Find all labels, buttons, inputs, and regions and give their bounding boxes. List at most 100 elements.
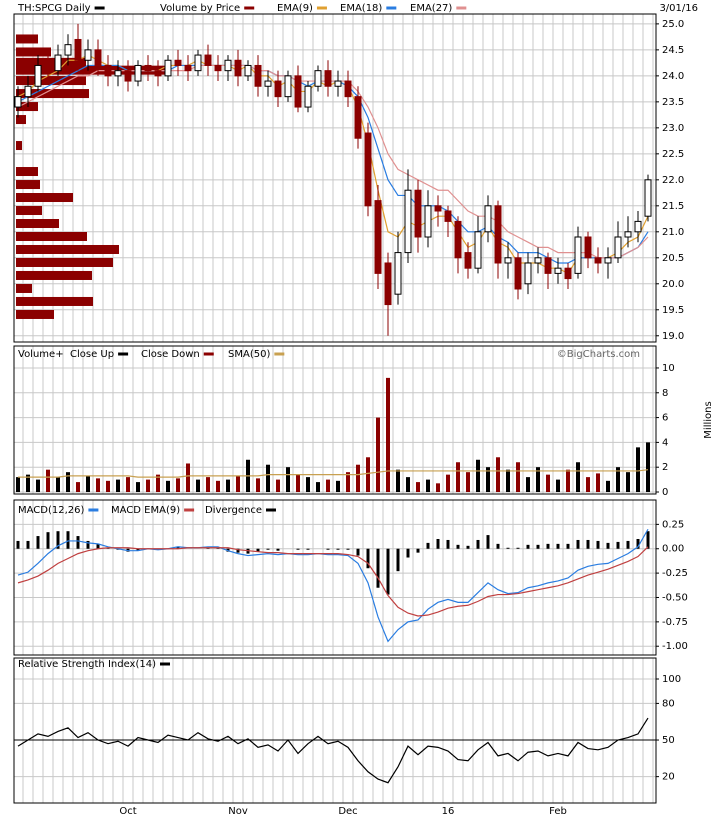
candle-body xyxy=(264,80,272,87)
divergence-bar xyxy=(586,539,590,549)
divergence-bar xyxy=(566,543,570,549)
volume-by-price-bar xyxy=(16,244,119,254)
candle-body xyxy=(224,59,232,72)
volume-by-price-bar xyxy=(16,283,32,293)
y-tick-label: 20.5 xyxy=(662,253,684,264)
divergence-bar xyxy=(646,531,650,549)
divergence-bar xyxy=(516,547,520,549)
volume-bar xyxy=(506,469,510,493)
candle-body xyxy=(74,38,82,61)
divergence-bar xyxy=(406,548,410,558)
candle-body xyxy=(24,85,32,98)
volume-bar xyxy=(426,479,430,493)
volume-by-price-bar xyxy=(16,257,113,267)
candle-body xyxy=(464,252,472,269)
y-tick-label: 20 xyxy=(662,772,675,783)
volume-bar xyxy=(66,472,70,493)
y-tick-label: 19.5 xyxy=(662,305,684,316)
candle-body xyxy=(544,257,552,274)
x-tick-label: Dec xyxy=(338,806,357,817)
label-layer: 3/01/16 ©BigCharts.com Millions 19.0 19.5… xyxy=(17,3,714,817)
legend-label: SMA(50) xyxy=(228,349,270,360)
candle-body xyxy=(184,64,192,72)
divergence-bar xyxy=(386,548,390,595)
volume-bar xyxy=(336,480,340,493)
rsi-line xyxy=(17,717,649,784)
volume-by-price-bar xyxy=(16,34,38,44)
y-tick-label: 0 xyxy=(662,487,668,498)
divergence-bar xyxy=(266,548,270,550)
candle-body xyxy=(624,231,632,238)
divergence-bar xyxy=(556,543,560,549)
volume-bar xyxy=(496,457,500,493)
candle-body xyxy=(634,220,642,233)
volume-by-price-bar xyxy=(16,167,38,177)
volume-by-price-bar xyxy=(16,231,87,241)
candle-body xyxy=(134,64,142,82)
y-tick-label: -0.75 xyxy=(662,617,688,628)
volume-bar xyxy=(226,479,230,493)
volume-bar xyxy=(86,475,90,493)
divergence-bar xyxy=(426,542,430,549)
price-panel-frame xyxy=(13,13,657,343)
y-tick-label: 4 xyxy=(662,437,668,448)
volume-bar xyxy=(476,459,480,493)
candle-body xyxy=(444,210,452,222)
candle-body xyxy=(154,70,162,77)
volume-bar xyxy=(416,482,420,493)
volume-by-price-bar xyxy=(16,47,51,57)
y-tick-label: 2 xyxy=(662,462,668,473)
macd-panel-frame xyxy=(13,499,657,656)
candle-body xyxy=(284,75,292,98)
y-tick-label: 50 xyxy=(662,735,675,746)
volume-by-price-bar xyxy=(16,102,38,112)
y-tick-label: 25.0 xyxy=(662,19,684,30)
divergence-bar xyxy=(446,539,450,549)
candle-body xyxy=(204,54,212,66)
divergence-bar xyxy=(236,548,240,553)
candle-body xyxy=(94,49,102,66)
volume-by-price-bar xyxy=(16,115,26,125)
x-tick-label: Oct xyxy=(119,806,136,817)
y-tick-label: 23.0 xyxy=(662,123,684,134)
legend-label: Volume by Price xyxy=(160,3,240,14)
candle-body xyxy=(304,85,312,108)
marks-layer xyxy=(14,23,656,784)
y-tick-label: 0.25 xyxy=(662,519,684,530)
divergence-bar xyxy=(16,540,20,549)
candle-body xyxy=(564,267,572,280)
volume-bar xyxy=(76,482,80,493)
candle-body xyxy=(64,44,72,56)
candle-body xyxy=(44,59,52,72)
volume-bar xyxy=(526,477,530,493)
y-tick-label: -1.00 xyxy=(662,641,688,652)
divergence-bar xyxy=(56,531,60,549)
ema-line xyxy=(17,64,649,259)
candle-body xyxy=(584,236,592,259)
volume-bar xyxy=(586,477,590,493)
grid-layer xyxy=(14,14,659,803)
candle-body xyxy=(494,205,502,264)
divergence-bar xyxy=(576,539,580,549)
y-tick-label: 24.0 xyxy=(662,71,684,82)
divergence-bar xyxy=(66,531,70,549)
divergence-bar xyxy=(76,536,80,549)
divergence-bar xyxy=(86,540,90,549)
volume-bar xyxy=(16,477,20,493)
y-tick-label: 100 xyxy=(662,674,681,685)
volume-bar xyxy=(316,482,320,493)
candle-body xyxy=(614,236,622,259)
candle-body xyxy=(514,257,522,290)
volume-bar xyxy=(386,377,390,493)
candle-body xyxy=(164,59,172,77)
legend-label: Close Up xyxy=(70,349,114,360)
volume-bar xyxy=(636,447,640,493)
legend-label: Volume+ xyxy=(18,349,64,360)
candle-body xyxy=(274,80,282,98)
volume-by-price-bar xyxy=(16,76,86,86)
volume-by-price-bar xyxy=(16,270,92,280)
divergence-bar xyxy=(326,548,330,550)
y-tick-label: -0.25 xyxy=(662,568,688,579)
divergence-bar xyxy=(506,547,510,549)
